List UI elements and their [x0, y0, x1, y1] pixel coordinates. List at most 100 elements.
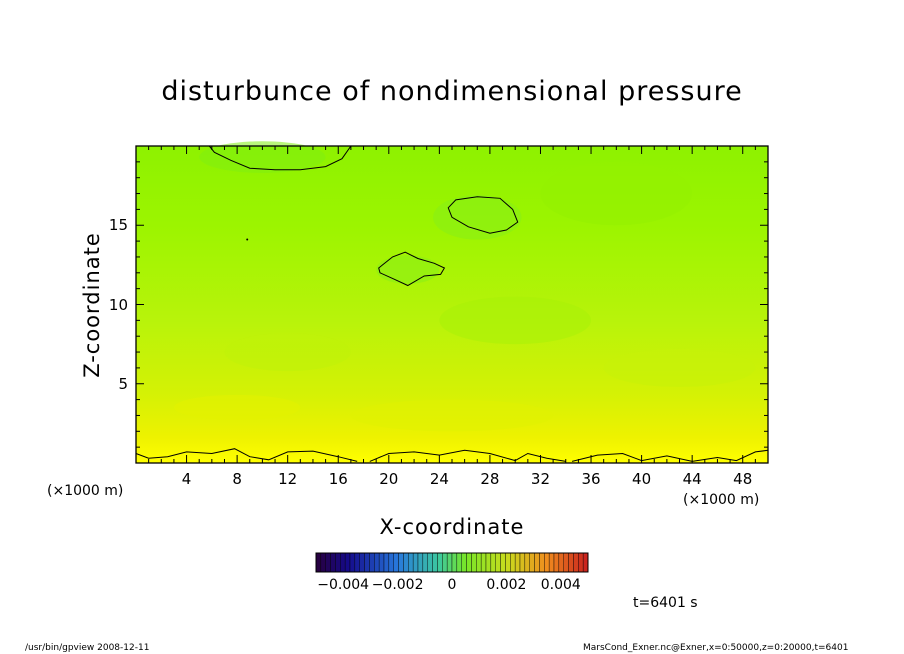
field-patch — [603, 348, 756, 387]
colorbar-segment — [398, 552, 404, 573]
colorbar-segment — [408, 552, 414, 573]
colorbar-segment — [471, 552, 477, 573]
y-tick-label: 5 — [118, 374, 128, 393]
colorbar-frame — [315, 552, 589, 573]
contour-upper-right — [447, 196, 519, 234]
colorbar-segment — [476, 552, 482, 573]
x-tick-label: 36 — [581, 470, 601, 488]
colorbar-segment — [320, 552, 326, 573]
colorbar-segment — [480, 552, 487, 573]
colorbar-segment — [548, 552, 555, 573]
colorbar-segment — [315, 552, 322, 573]
contour-bottom-left — [135, 448, 358, 462]
colorbar-segment — [412, 552, 419, 573]
colorbar-tick-label: 0.002 — [486, 577, 527, 593]
colorbar-tick-label: −0.002 — [371, 577, 424, 593]
colorbar-segment — [344, 552, 351, 573]
colorbar-segment — [573, 552, 579, 573]
colorbar-tick-label: 0 — [447, 577, 457, 593]
field-patch — [376, 255, 440, 284]
colorbar-segment — [466, 552, 472, 573]
plot-axes — [135, 145, 769, 464]
x-unit-label-left: (×1000 m) — [47, 483, 124, 499]
colorbar-segment — [539, 552, 545, 573]
colorbar-segment — [432, 552, 438, 573]
colorbar-segment — [354, 552, 360, 573]
colorbar-segment — [461, 552, 467, 573]
colorbar-segment — [446, 552, 453, 573]
colorbar-segment — [524, 552, 530, 573]
contour-middle — [378, 251, 446, 287]
contour-bottom-right — [571, 449, 769, 462]
colorbar-segment — [393, 552, 399, 573]
x-tick-label: 32 — [530, 470, 551, 488]
colorbar-segment — [456, 552, 462, 573]
colorbar-segment — [505, 552, 511, 573]
field-patch — [199, 141, 326, 173]
x-axis-label: X-coordinate — [379, 515, 525, 539]
colorbar-segment — [490, 552, 496, 573]
footer-left: /usr/bin/gpview 2008-12-11 — [25, 643, 150, 653]
colorbar — [315, 552, 589, 573]
field-patch — [173, 394, 301, 421]
x-tick-label: 16 — [328, 470, 348, 488]
contour-lines — [135, 145, 769, 462]
colorbar-segment — [553, 552, 560, 573]
x-unit-label-right: (×1000 m) — [683, 492, 760, 508]
colorbar-tick-label: 0.004 — [540, 577, 581, 593]
colorbar-segment — [437, 552, 443, 573]
colorbar-segment — [563, 552, 569, 573]
contour-bottom-center — [369, 449, 566, 462]
field-patch — [224, 333, 351, 372]
colorbar-segment — [514, 552, 521, 573]
colorbar-segment — [534, 552, 540, 573]
colorbar-segment — [500, 552, 506, 573]
y-tick-label: 15 — [108, 216, 128, 235]
colorbar-segment — [568, 552, 574, 573]
pressure-field — [136, 141, 768, 463]
chart-title: disturbunce of nondimensional pressure — [161, 76, 743, 107]
colorbar-segment — [485, 552, 492, 573]
colorbar-segment — [451, 552, 458, 573]
colorbar-segment — [364, 552, 370, 573]
x-tick-label: 20 — [379, 470, 399, 488]
x-tick-label: 8 — [232, 470, 242, 488]
colorbar-segment — [519, 552, 526, 573]
x-tick-label: 24 — [429, 470, 449, 488]
colorbar-segment — [359, 552, 365, 573]
contour-dot — [246, 238, 249, 241]
y-tick-label: 10 — [108, 295, 128, 314]
colorbar-segment — [403, 552, 409, 573]
colorbar-segment — [544, 552, 550, 573]
footer-right: MarsCond_Exner.nc@Exner,x=0:50000,z=0:20… — [583, 643, 849, 653]
field-patch — [439, 296, 592, 345]
colorbar-segment — [335, 552, 341, 573]
colorbar-segment — [578, 552, 584, 573]
field-patch — [540, 161, 693, 226]
x-tick-label: 40 — [632, 470, 652, 488]
colorbar-segment — [558, 552, 564, 573]
x-tick-label: 4 — [181, 470, 192, 488]
colorbar-segment — [340, 552, 346, 573]
colorbar-segment — [427, 552, 433, 573]
colorbar-segment — [442, 552, 448, 573]
colorbar-segment — [374, 552, 380, 573]
colorbar-segment — [417, 552, 424, 573]
colorbar-segment — [529, 552, 535, 573]
field-patch — [433, 195, 522, 240]
colorbar-segment — [330, 552, 336, 573]
x-tick-label: 12 — [278, 470, 298, 488]
colorbar-segment — [388, 552, 394, 573]
colorbar-segment — [582, 552, 589, 573]
colorbar-segment — [325, 552, 331, 573]
colorbar-segment — [510, 552, 516, 573]
colorbar-segment — [378, 552, 385, 573]
field-patch — [350, 399, 554, 432]
colorbar-segment — [349, 552, 356, 573]
contour-top-left — [208, 145, 352, 171]
colorbar-segment — [369, 552, 375, 573]
colorbar-segment — [495, 552, 501, 573]
x-tick-label: 28 — [480, 470, 500, 488]
time-label: t=6401 s — [633, 595, 698, 611]
